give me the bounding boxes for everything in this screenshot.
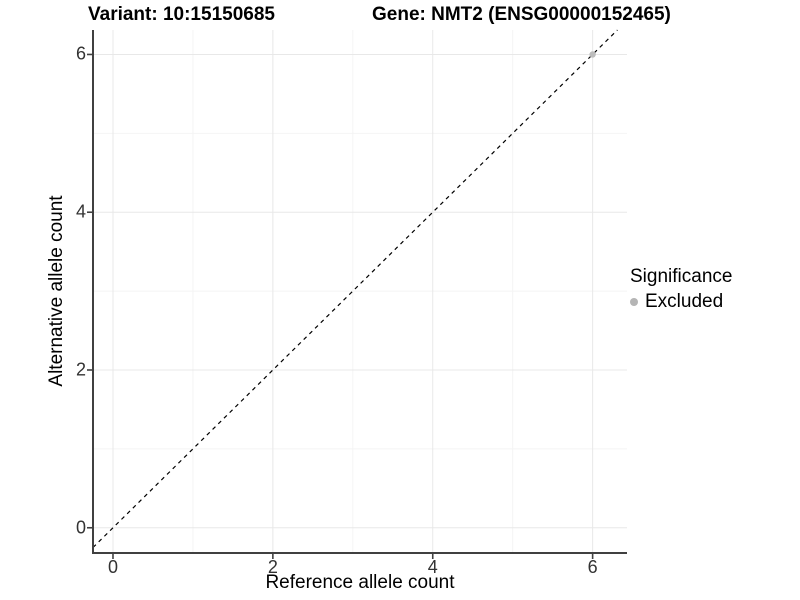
variant-title: Variant: 10:15150685 — [88, 4, 275, 25]
y-tick-label: 4 — [75, 201, 86, 222]
identity-line — [92, 29, 618, 548]
y-axis-label: Alternative allele count — [46, 195, 67, 387]
legend-title: Significance — [630, 266, 733, 287]
y-tick-label: 2 — [75, 359, 86, 380]
gene-title: Gene: NMT2 (ENSG00000152465) — [372, 4, 671, 25]
data-point — [589, 51, 596, 58]
x-tick-label: 0 — [107, 557, 118, 577]
x-tick-label: 4 — [427, 557, 438, 577]
x-tick-label: 6 — [587, 557, 598, 577]
legend-entry-label: Excluded — [645, 291, 724, 312]
legend-point-icon — [630, 298, 638, 306]
y-tick-label: 0 — [75, 517, 86, 538]
y-tick-label: 6 — [75, 43, 86, 64]
x-axis-label: Reference allele count — [265, 572, 455, 593]
legend-entry-excluded: Excluded — [630, 291, 732, 313]
legend: Significance Excluded — [630, 266, 732, 313]
x-tick-label: 2 — [267, 557, 278, 577]
